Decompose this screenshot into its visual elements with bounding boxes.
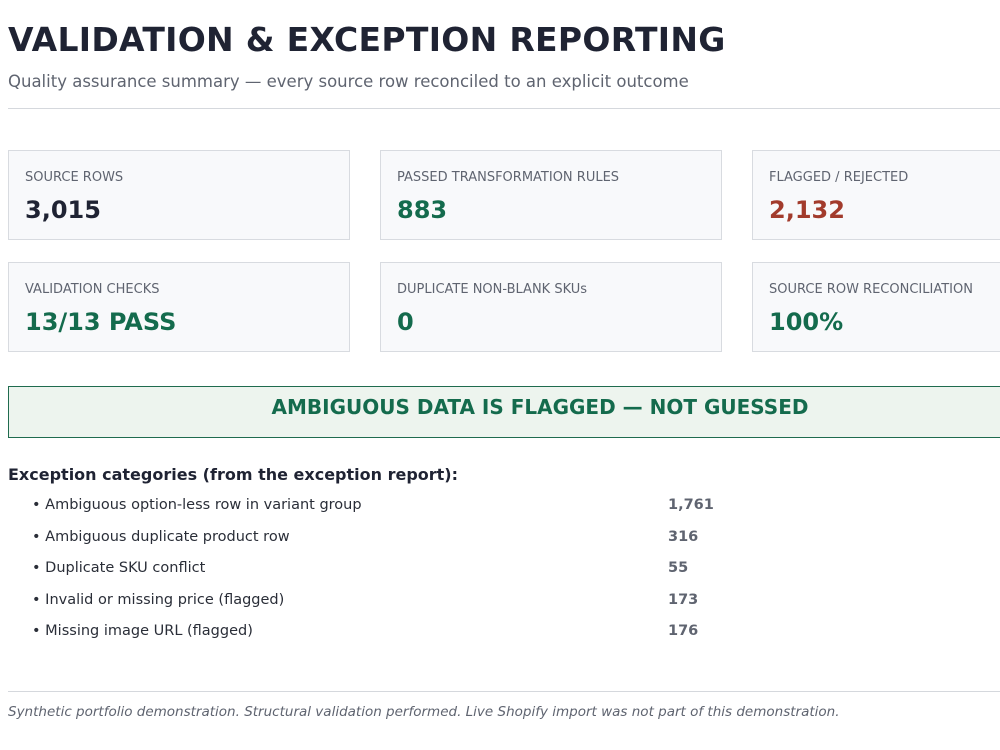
- card-label: VALIDATION CHECKS: [25, 282, 160, 297]
- exception-count: 176: [668, 623, 699, 639]
- exception-count: 55: [668, 560, 689, 576]
- bullet: •: [32, 497, 46, 513]
- exception-count: 316: [668, 528, 699, 545]
- banner-box: [8, 386, 1000, 438]
- exception-count: 173: [668, 591, 699, 608]
- card-value: 0: [397, 308, 414, 336]
- exception-item: • Invalid or missing price (flagged): [32, 592, 284, 608]
- bullet: •: [32, 591, 46, 608]
- bullet: •: [32, 528, 46, 545]
- card-label: SOURCE ROWS: [25, 170, 124, 185]
- exception-count: 1,761: [668, 497, 714, 513]
- exception-label: Duplicate SKU conflict: [45, 560, 206, 576]
- card-value: 3,015: [25, 196, 101, 224]
- banner: AMBIGUOUS DATA IS FLAGGED — NOT GUESSED: [271, 395, 809, 419]
- card: SOURCE ROWS 3,015: [8, 150, 350, 240]
- card-label: DUPLICATE NON-BLANK SKUs: [397, 282, 588, 297]
- card-label: FLAGGED / REJECTED: [769, 170, 909, 185]
- card: VALIDATION CHECKS 13/13 PASS: [8, 262, 350, 352]
- card-value: 13/13 PASS: [25, 308, 177, 336]
- exception-item: • Duplicate SKU conflict: [32, 560, 205, 576]
- exception-item: • Missing image URL (flagged): [32, 623, 253, 639]
- bullet: •: [32, 623, 46, 639]
- subtitle: Quality assurance summary — every source…: [8, 72, 689, 91]
- exception-item: • Ambiguous option-less row in variant g…: [32, 497, 362, 513]
- divider: [8, 108, 1000, 109]
- card-label: SOURCE ROW RECONCILIATION: [769, 282, 973, 297]
- exception-label: Ambiguous duplicate product row: [45, 528, 290, 545]
- card: PASSED TRANSFORMATION RULES 883: [380, 150, 722, 240]
- card: DUPLICATE NON-BLANK SKUs 0: [380, 262, 722, 352]
- card-value: 100%: [769, 308, 844, 336]
- exception-label: Invalid or missing price (flagged): [45, 591, 285, 608]
- card-label: PASSED TRANSFORMATION RULES: [397, 170, 620, 185]
- bullet: •: [32, 560, 46, 576]
- card-value: 2,132: [769, 196, 845, 224]
- exception-label: Missing image URL (flagged): [45, 623, 253, 639]
- title: VALIDATION & EXCEPTION REPORTING: [8, 20, 726, 59]
- exception-item: • Ambiguous duplicate product row: [32, 529, 290, 545]
- divider: [8, 691, 1000, 692]
- card-value: 883: [397, 196, 448, 224]
- footer: Synthetic portfolio demonstration. Struc…: [8, 704, 840, 720]
- card: FLAGGED / REJECTED 2,132: [752, 150, 1000, 240]
- section-heading: Exception categories (from the exception…: [8, 465, 459, 484]
- card: SOURCE ROW RECONCILIATION 100%: [752, 262, 1000, 352]
- exception-label: Ambiguous option-less row in variant gro…: [45, 497, 362, 513]
